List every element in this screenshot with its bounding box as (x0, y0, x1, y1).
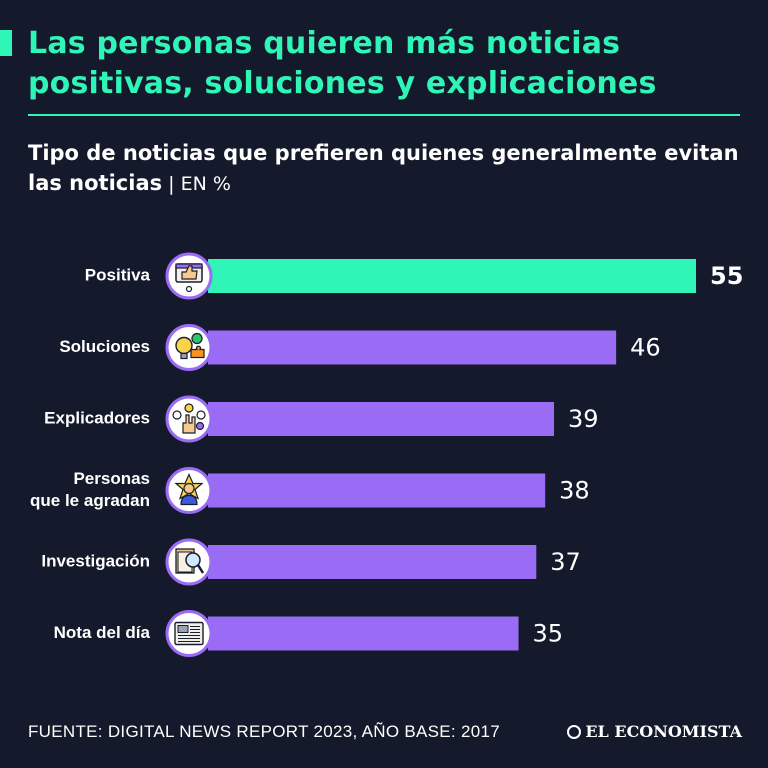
value-label: 55 (710, 262, 743, 290)
logo-mark-icon (567, 724, 582, 739)
unit-label: | EN % (168, 173, 231, 195)
category-label: Personas (73, 469, 150, 488)
category-label: Investigación (41, 551, 150, 570)
question-hand-icon (172, 403, 206, 434)
page-title: Las personas quieren más noticias positi… (28, 26, 657, 101)
value-label: 35 (533, 620, 564, 648)
thumbs-up-icon (175, 263, 203, 293)
bar-row: Nota del día 35 (54, 610, 564, 657)
bar-row: Investigación 37 (41, 538, 581, 586)
value-label: 38 (559, 477, 590, 505)
bar (208, 545, 537, 579)
newspaper-icon (174, 621, 204, 646)
category-label: Positiva (85, 265, 151, 284)
category-label: que le agradan (30, 491, 150, 510)
bar-row: Personas que le agradan 38 (30, 467, 590, 514)
value-label: 46 (630, 334, 661, 362)
magnifier-document-icon (175, 548, 205, 574)
bar-row: Soluciones 46 (59, 324, 661, 371)
subtitle-text: Tipo de noticias que prefieren quienes g… (28, 141, 739, 195)
title-divider (28, 114, 740, 116)
bar-row: Explicadores 39 (44, 395, 599, 443)
bar (208, 616, 519, 651)
publisher-logo: EL ECONOMISTA (567, 722, 742, 741)
person-star-icon (174, 473, 204, 506)
lightbulb-puzzle-icon (175, 332, 205, 360)
chart-subtitle: Tipo de noticias que prefieren quienes g… (28, 138, 748, 199)
bar (208, 259, 696, 293)
bar (208, 330, 617, 365)
category-label: Soluciones (59, 337, 150, 356)
logo-text: EL ECONOMISTA (585, 722, 742, 741)
source-note: FUENTE: DIGITAL NEWS REPORT 2023, AÑO BA… (28, 722, 500, 741)
category-label: Explicadores (44, 408, 150, 427)
bar (208, 473, 546, 508)
value-label: 39 (568, 405, 599, 433)
value-label: 37 (550, 548, 581, 576)
category-label: Nota del día (54, 623, 151, 642)
title-accent-block (0, 30, 12, 56)
bar (208, 402, 555, 436)
bar-row: Positiva 55 (85, 252, 743, 300)
